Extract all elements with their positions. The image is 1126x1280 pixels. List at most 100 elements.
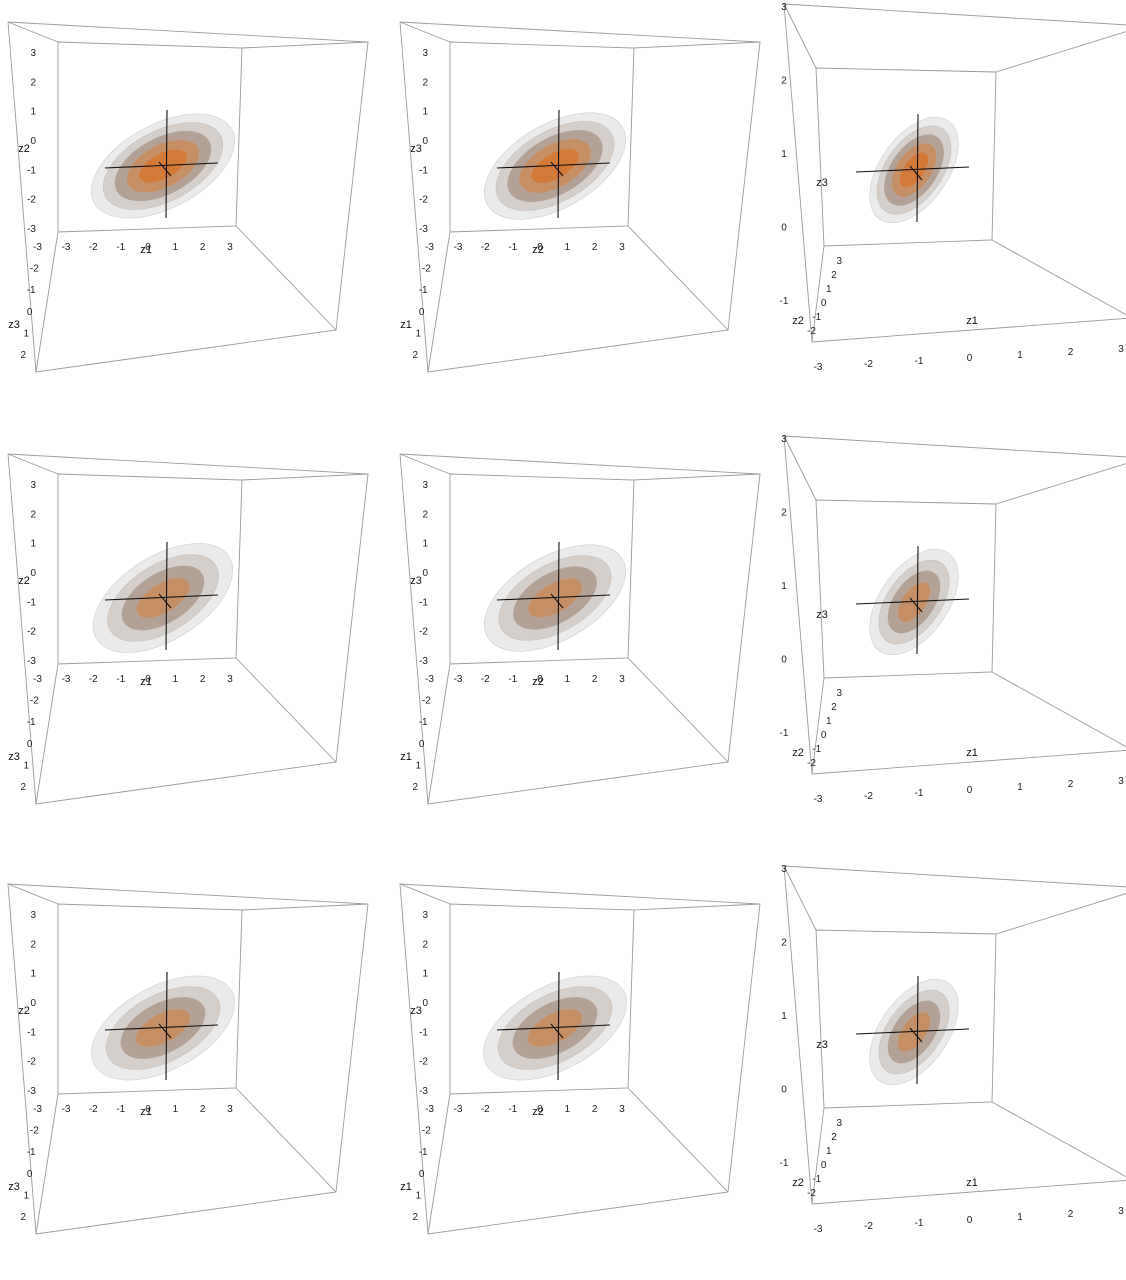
frame-edge xyxy=(633,41,761,49)
contour-plot: -3 -2 -1 0 1 2 3 -3 -2 -1 0 1 2 3 -3 -2 -1 0 1 2 z2 z3 z1 xyxy=(399,453,761,805)
tick-label: -3 xyxy=(425,1104,434,1115)
tick-label: -1 xyxy=(915,356,924,367)
tick-label: -2 xyxy=(481,1104,490,1115)
tick-label: 0 xyxy=(781,223,787,234)
frame-edge xyxy=(7,453,59,475)
tick-label: -1 xyxy=(419,717,428,728)
frame-box xyxy=(399,21,761,373)
tick-label: 3 xyxy=(30,48,36,59)
frame-edge xyxy=(7,21,59,43)
tick-label: 2 xyxy=(20,350,26,361)
tick-label: 1 xyxy=(781,149,787,160)
crosshair xyxy=(496,971,611,1081)
tick-label: 0 xyxy=(537,674,543,685)
tick-label: 3 xyxy=(619,242,625,253)
crosshair xyxy=(496,541,611,651)
crosshair-depth xyxy=(158,1023,172,1039)
tick-label: -1 xyxy=(780,1158,789,1169)
tick-label: -1 xyxy=(419,597,428,608)
tick-label: -3 xyxy=(419,224,428,235)
v-axis-ticks: -3 -2 -1 0 1 2 3 xyxy=(419,480,428,667)
tick-label: 0 xyxy=(422,568,428,579)
contour-panel: -3 -2 -1 0 1 2 3 -1 0 1 2 3 -2 -1 0 1 2 3 z1 z3 z2 xyxy=(776,0,1126,418)
tick-label: 0 xyxy=(145,674,151,685)
frame-edge xyxy=(633,903,761,911)
tick-label: -3 xyxy=(454,1104,463,1115)
tick-label: 3 xyxy=(1118,1206,1124,1217)
tick-label: -2 xyxy=(419,627,428,638)
frame-edge xyxy=(241,41,369,49)
tick-label: -3 xyxy=(27,1086,36,1097)
tick-label: -2 xyxy=(481,242,490,253)
tick-label: 3 xyxy=(1118,776,1124,787)
tick-label: 3 xyxy=(619,1104,625,1115)
tick-label: -2 xyxy=(864,791,873,802)
tick-label: -2 xyxy=(30,264,39,275)
tick-label: 2 xyxy=(412,782,418,793)
tick-label: 3 xyxy=(836,1118,842,1129)
tick-label: 1 xyxy=(416,328,422,339)
tick-label: 3 xyxy=(227,674,233,685)
tick-label: 0 xyxy=(145,1104,151,1115)
tick-label: 3 xyxy=(30,910,36,921)
tick-label: 1 xyxy=(565,674,571,685)
crosshair-depth xyxy=(158,593,172,609)
frame-box xyxy=(7,883,369,1235)
frame-box xyxy=(399,883,761,1235)
tick-label: -2 xyxy=(481,674,490,685)
frame-edge xyxy=(235,1087,337,1193)
tick-label: -1 xyxy=(419,285,428,296)
frame-edge xyxy=(427,663,451,805)
frame-edge xyxy=(627,657,729,763)
h-axis-ticks: -3 -2 -1 0 1 2 3 xyxy=(454,242,626,253)
frame-edge xyxy=(811,677,825,775)
frame-edge xyxy=(35,231,59,373)
tick-label: -3 xyxy=(62,242,71,253)
depth-axis-label: z2 xyxy=(792,747,804,759)
h-axis-ticks: -3 -2 -1 0 1 2 3 xyxy=(454,674,626,685)
h-axis-ticks: -3 -2 -1 0 1 2 3 xyxy=(62,1104,234,1115)
tick-label: -2 xyxy=(27,627,36,638)
v-axis-label: z3 xyxy=(816,609,828,621)
tick-label: -2 xyxy=(30,1126,39,1137)
v-axis-label: z3 xyxy=(410,1005,422,1017)
tick-label: 2 xyxy=(30,939,36,950)
h-axis-ticks: -3 -2 -1 0 1 2 3 xyxy=(814,776,1125,805)
tick-label: -1 xyxy=(27,165,36,176)
frame-edge xyxy=(627,225,729,331)
tick-label: 0 xyxy=(30,136,36,147)
tick-label: 1 xyxy=(416,760,422,771)
tick-label: -2 xyxy=(807,758,816,769)
tick-label: -1 xyxy=(27,597,36,608)
depth-axis-ticks: -3 -2 -1 0 1 2 xyxy=(412,242,434,361)
depth-axis-ticks: -3 -2 -1 0 1 2 xyxy=(20,1104,42,1223)
tick-label: -2 xyxy=(807,1188,816,1199)
tick-label: 2 xyxy=(30,77,36,88)
contour-panel: -3 -2 -1 0 1 2 3 -1 0 1 2 3 -2 -1 0 1 2 3 z1 z3 z2 xyxy=(776,862,1126,1280)
v-axis-label: z2 xyxy=(18,575,30,587)
contour-panel: -3 -2 -1 0 1 2 3 -3 -2 -1 0 1 2 3 -3 -2 -1 0 1 2 z1 z2 z3 xyxy=(0,862,375,1280)
tick-label: -3 xyxy=(454,242,463,253)
v-axis-ticks: -3 -2 -1 0 1 2 3 xyxy=(27,48,36,235)
h-axis-label: z1 xyxy=(140,244,152,256)
tick-label: -1 xyxy=(915,1218,924,1229)
tick-label: -3 xyxy=(33,242,42,253)
frame-edge xyxy=(235,657,337,763)
frame-edge xyxy=(783,435,817,501)
tick-label: 0 xyxy=(821,730,827,741)
v-axis-label: z3 xyxy=(410,575,422,587)
depth-axis-ticks: -2 -10 1 2 3 xyxy=(807,256,842,337)
tick-label: 3 xyxy=(781,434,787,445)
tick-label: 2 xyxy=(1068,347,1074,358)
depth-axis-ticks: -3 -2 -1 0 1 2 xyxy=(412,674,434,793)
frame-box xyxy=(783,865,1126,1205)
tick-label: -2 xyxy=(30,696,39,707)
crosshair-depth xyxy=(909,597,923,613)
tick-label: 3 xyxy=(30,480,36,491)
tick-label: -1 xyxy=(508,674,517,685)
crosshair xyxy=(496,109,611,219)
tick-label: 0 xyxy=(781,1085,787,1096)
v-axis-ticks: -3 -2 -1 0 1 2 3 xyxy=(27,480,36,667)
tick-label: 1 xyxy=(30,969,36,980)
